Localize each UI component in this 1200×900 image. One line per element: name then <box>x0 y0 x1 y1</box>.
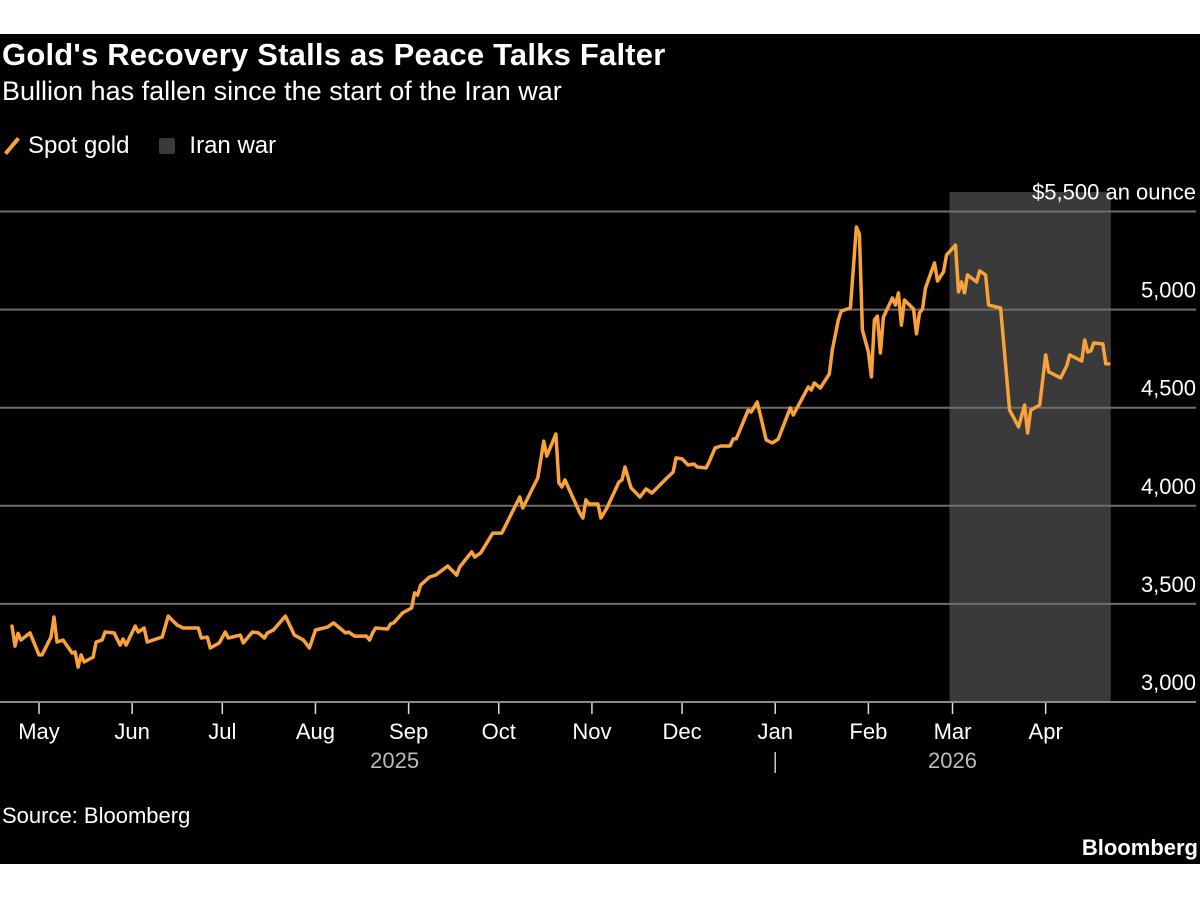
x-tick-label: Dec <box>663 719 702 744</box>
legend-label-iran-war: Iran war <box>189 132 277 159</box>
square-swatch-icon <box>159 138 176 154</box>
x-tick-label: Feb <box>849 719 887 744</box>
x-tick-label: May <box>18 719 60 744</box>
y-tick-label: 5,000 <box>1141 278 1196 303</box>
legend: Spot gold Iran war <box>4 132 276 160</box>
x-tick-label: Jun <box>114 719 149 744</box>
shaded-region-iran-war <box>949 192 1111 702</box>
legend-label-spot-gold: Spot gold <box>28 132 130 159</box>
line-swatch-icon <box>4 137 20 155</box>
series-line-spot-gold <box>10 225 1111 669</box>
bloomberg-logo: Bloomberg <box>1081 835 1198 860</box>
y-tick-label: 4,500 <box>1141 376 1196 401</box>
x-tick-label: Mar <box>934 719 972 744</box>
chart-title: Gold's Recovery Stalls as Peace Talks Fa… <box>2 37 666 72</box>
y-tick-label: 3,500 <box>1141 572 1196 597</box>
y-tick-label: 3,000 <box>1141 670 1196 695</box>
x-tick-label: Apr <box>1029 719 1063 744</box>
chart-subtitle: Bullion has fallen since the start of th… <box>2 76 562 106</box>
y-tick-label: 4,000 <box>1141 474 1196 499</box>
x-tick-label: Oct <box>482 719 516 744</box>
x-tick-label: Aug <box>296 719 335 744</box>
y-tick-label: $5,500 an ounce <box>1032 180 1196 205</box>
x-year-label: 2025 <box>370 748 419 773</box>
x-tick-label: Jan <box>757 719 792 744</box>
x-tick-label: Nov <box>572 719 611 744</box>
source-note: Source: Bloomberg <box>2 803 191 828</box>
x-tick-label: Jul <box>208 719 236 744</box>
x-year-label: 2026 <box>928 748 977 773</box>
x-tick-label: Sep <box>389 719 428 744</box>
